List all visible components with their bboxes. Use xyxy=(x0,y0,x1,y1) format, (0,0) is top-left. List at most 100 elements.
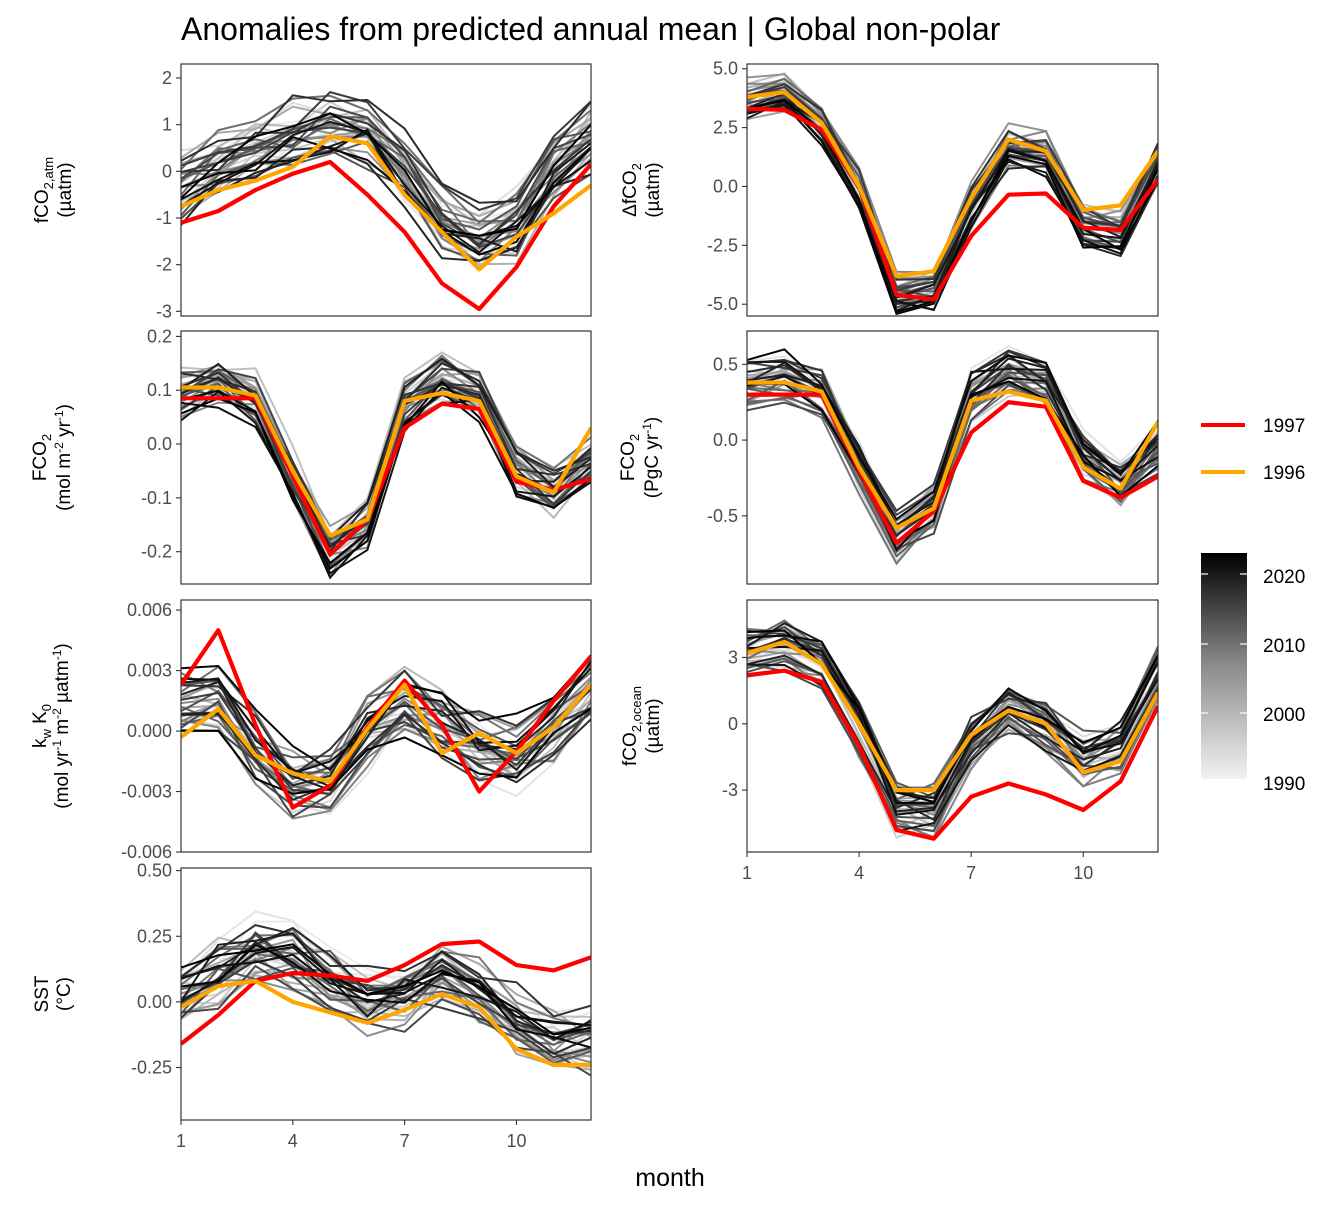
y-tick-label: 0 xyxy=(728,714,738,734)
y-tick-label: 0.2 xyxy=(147,326,172,346)
x-tick-label: 7 xyxy=(400,1131,410,1151)
y-tick-label: 0.25 xyxy=(137,926,172,946)
y-tick-label: 0.006 xyxy=(127,600,172,620)
panel-frame xyxy=(180,330,592,585)
series-line-1996 xyxy=(181,385,591,538)
colorbar-label-2020: 2020 xyxy=(1263,567,1305,588)
background-line-2018 xyxy=(181,357,591,540)
series-line-1996 xyxy=(747,90,1158,279)
panels: 210-1-2-3fCO2,atm(µatm)5.02.50.0-2.5-5.0… xyxy=(30,59,1159,1151)
background-line-2017 xyxy=(181,926,591,1036)
background-line-2013 xyxy=(181,126,591,249)
x-tick-label: 10 xyxy=(1073,863,1093,883)
series-line-1996 xyxy=(747,380,1158,531)
colorbar-label-2010: 2010 xyxy=(1263,636,1305,657)
panel-fco2_atm: 2 1 0 -1 -2 -3 fCO2,atm(µatm) xyxy=(32,63,592,321)
background-line-2019 xyxy=(181,386,591,575)
y-tick-label: 3 xyxy=(728,647,738,667)
y-tick-label: -2.5 xyxy=(707,235,738,255)
panel-kw_k0: 0.006 0.003 0.000 -0.003 -0.006 kw K0(mol yr-… xyxy=(30,599,592,862)
background-line-2013 xyxy=(747,361,1158,517)
y-tick-label: 0.0 xyxy=(147,434,172,454)
y-tick-label: 1 xyxy=(162,115,172,135)
y-tick-label: -2 xyxy=(156,255,172,275)
colorbar-ticks xyxy=(1201,573,1247,714)
panel-frame xyxy=(180,867,592,1121)
legend-label-1997: 1997 xyxy=(1263,416,1305,437)
background-line-2016 xyxy=(181,94,591,204)
colorbar-label-1990: 1990 xyxy=(1263,774,1305,795)
x-tick-label: 7 xyxy=(966,863,976,883)
series-line-1997 xyxy=(747,392,1158,546)
background-line-2016 xyxy=(181,361,591,554)
background-line-2022 xyxy=(181,943,591,1036)
y-axis-title: fCO2,ocean(µatm) xyxy=(620,686,664,766)
series-line-1997 xyxy=(747,106,1158,302)
background-line-2014 xyxy=(181,959,591,1059)
panel-fco2_flux_area: 0.2 0.1 0.0 -0.1 -0.2 FCO2(mol m-2 yr-1) xyxy=(30,326,592,585)
x-tick-label: 1 xyxy=(742,863,752,883)
series-line-1997 xyxy=(181,939,591,1046)
background-line-2022 xyxy=(181,707,591,795)
y-axis-title: FCO2(PgC yr-1) xyxy=(618,417,663,498)
panel-frame xyxy=(746,63,1159,317)
background-line-2020 xyxy=(181,953,591,1026)
x-tick-label: 4 xyxy=(854,863,864,883)
y-tick-label: 2.5 xyxy=(713,118,738,138)
y-tick-label: -0.1 xyxy=(141,488,172,508)
x-tick-label: 10 xyxy=(506,1131,526,1151)
y-tick-label: 5.0 xyxy=(713,59,738,79)
background-year-lines xyxy=(747,619,1158,841)
background-line-2022 xyxy=(181,380,591,565)
background-line-2004 xyxy=(747,670,1158,841)
background-line-2014 xyxy=(747,349,1158,513)
panel-sst: 0.50 0.25 0.00 -0.25 1 4 7 10 SST(°C) xyxy=(32,861,592,1151)
y-axis-title: fCO2,atm(µatm) xyxy=(32,157,76,223)
background-line-2010 xyxy=(181,966,591,1064)
panel-fco2_flux_total: 0.5 0.0 -0.5 FCO2(PgC yr-1) xyxy=(618,330,1159,585)
y-axis-title: ΔfCO2(µatm) xyxy=(620,162,664,217)
background-line-2012 xyxy=(181,699,591,809)
y-axis-title: kw K0(mol yr-1 m-2 µatm-1) xyxy=(30,643,73,808)
y-tick-label: 0.003 xyxy=(127,661,172,681)
series-line-1997 xyxy=(747,668,1158,841)
background-line-2022 xyxy=(181,112,591,237)
year-colorbar xyxy=(1201,553,1247,779)
y-tick-label: 0.1 xyxy=(147,380,172,400)
background-line-2015 xyxy=(181,924,591,1018)
background-line-2018 xyxy=(181,132,591,253)
background-line-1996 xyxy=(181,691,591,781)
legend-item-1996: 1996 xyxy=(1201,463,1305,484)
panel-frame xyxy=(746,599,1159,853)
legend-item-1997: 1997 xyxy=(1201,416,1305,437)
series-line-1997 xyxy=(181,159,591,312)
y-tick-label: -3 xyxy=(156,301,172,321)
x-tick-label: 1 xyxy=(176,1131,186,1151)
background-line-2019 xyxy=(181,946,591,1041)
y-tick-label: 0 xyxy=(162,161,172,181)
legend: 1997 1996 2020 2010 2000 1990 xyxy=(1201,416,1305,795)
y-tick-label: -0.2 xyxy=(141,542,172,562)
panel-frame xyxy=(746,330,1159,585)
y-axis-title: SST(°C) xyxy=(32,975,75,1012)
colorbar-label-2000: 2000 xyxy=(1263,705,1305,726)
y-tick-label: -0.5 xyxy=(707,506,738,526)
background-line-2019 xyxy=(181,120,591,254)
y-tick-label: -5.0 xyxy=(707,294,738,314)
y-tick-label: 2 xyxy=(162,68,172,88)
y-tick-label: 0.0 xyxy=(713,430,738,450)
x-tick-label: 4 xyxy=(288,1131,298,1151)
y-axis-title: FCO2(mol m-2 yr-1) xyxy=(30,404,75,511)
background-line-2002 xyxy=(747,73,1158,280)
y-tick-label: 0.5 xyxy=(713,354,738,374)
background-line-2012 xyxy=(181,964,591,1077)
x-axis-title: month xyxy=(635,1164,704,1192)
background-line-2016 xyxy=(181,711,591,801)
panel-fco2_ocean: 3 0 -3 1 4 7 10 fCO2,ocean(µatm) xyxy=(620,599,1159,883)
legend-label-1996: 1996 xyxy=(1263,463,1305,484)
series-line-1996 xyxy=(181,978,591,1068)
background-line-2014 xyxy=(181,90,591,212)
series-line-1997 xyxy=(181,396,591,557)
y-tick-label: -0.006 xyxy=(121,842,172,862)
